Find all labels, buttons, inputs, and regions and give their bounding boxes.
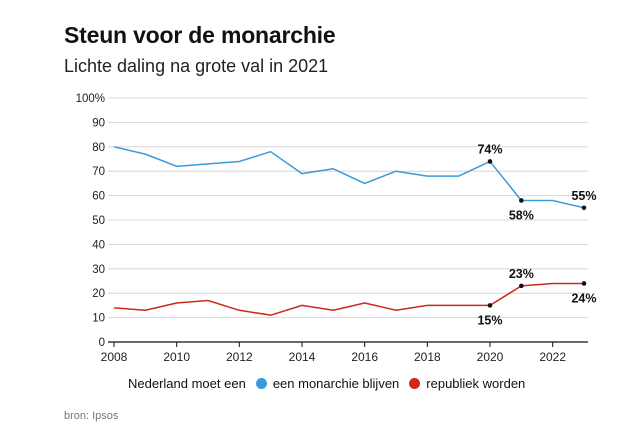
legend-swatch-republiek (409, 378, 421, 389)
data-label: 15% (477, 313, 502, 327)
legend: Nederland moet een een monarchie blijven… (128, 376, 525, 391)
x-tick-label: 2022 (539, 350, 566, 364)
series-line-monarchie (113, 146, 585, 209)
legend-label-republiek: republiek worden (426, 376, 526, 391)
y-tick-label: 60 (92, 191, 105, 203)
y-tick-label: 100% (76, 93, 105, 105)
y-tick-label: 20 (92, 288, 105, 300)
data-label: 23% (509, 267, 534, 281)
y-tick-label: 40 (92, 239, 105, 251)
legend-prefix: Nederland moet een (128, 376, 246, 391)
chart-subtitle: Lichte daling na grote val in 2021 (64, 56, 329, 76)
y-tick-label: 30 (92, 264, 105, 276)
data-point-marker (519, 198, 524, 203)
x-tick-label: 2010 (163, 350, 190, 364)
data-label: 74% (477, 142, 502, 156)
data-point-marker (487, 303, 493, 308)
x-tick-label: 2020 (477, 350, 504, 364)
legend-swatch-monarchie (255, 378, 267, 389)
data-point-marker (519, 283, 524, 289)
y-tick-label: 50 (92, 215, 105, 227)
data-label: 58% (509, 208, 534, 222)
y-tick-label: 0 (99, 337, 105, 349)
data-point-marker (487, 159, 493, 164)
legend-item-monarchie: een monarchie blijven (255, 376, 400, 391)
y-tick-label: 80 (92, 142, 105, 154)
x-tick-label: 2012 (226, 350, 253, 364)
data-point-marker (581, 205, 587, 211)
source-note: bron: Ipsos (64, 410, 119, 422)
data-point-marker (581, 281, 587, 286)
series-line-republiek (113, 282, 584, 316)
legend-item-republiek: republiek worden (409, 376, 525, 391)
x-tick-label: 2016 (351, 350, 378, 364)
data-label: 55% (571, 189, 596, 203)
x-tick-label: 2014 (289, 350, 316, 364)
x-tick-label: 2008 (101, 350, 128, 364)
chart-title: Steun voor de monarchie (64, 22, 336, 48)
y-tick-label: 90 (92, 117, 105, 129)
legend-label-monarchie: een monarchie blijven (272, 376, 400, 391)
y-tick-label: 70 (92, 166, 105, 178)
x-tick-label: 2018 (414, 350, 441, 364)
data-label: 24% (571, 291, 596, 305)
y-tick-label: 10 (92, 313, 105, 325)
